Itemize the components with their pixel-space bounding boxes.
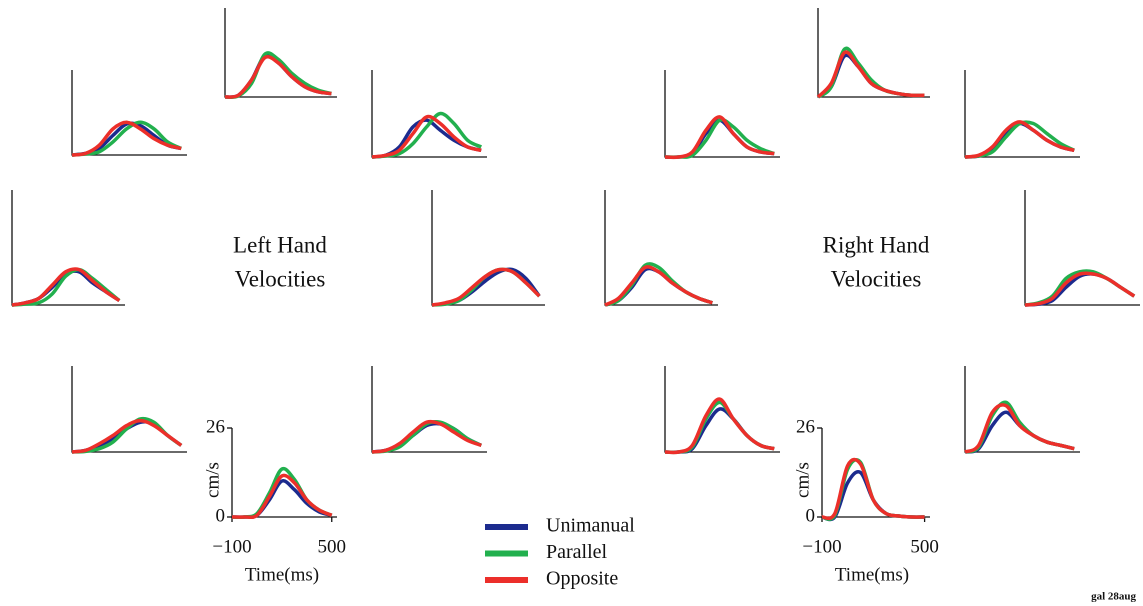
footer: gal 28aug	[1091, 591, 1136, 603]
annotation: Velocities	[235, 266, 326, 291]
velocity-line	[664, 397, 775, 455]
velocity-line	[71, 418, 183, 454]
velocity-line	[816, 50, 925, 99]
x-tick-label: 500	[318, 536, 347, 557]
annotation: Left Hand	[233, 232, 327, 257]
velocity-line	[11, 267, 121, 307]
y-axis-label: cm/s	[202, 462, 223, 498]
velocity-line	[231, 473, 333, 520]
y-axis-label: cm/s	[792, 462, 813, 498]
legend-label: Unimanual	[546, 515, 635, 537]
x-tick-label: 500	[910, 536, 939, 557]
y-tick-label: 0	[806, 505, 816, 526]
velocity-line	[71, 120, 183, 157]
velocity-line	[371, 114, 482, 159]
annotation: Velocities	[831, 266, 922, 291]
x-axis-label: Time(ms)	[835, 564, 909, 585]
velocity-line	[371, 419, 482, 454]
velocity-line	[224, 55, 332, 99]
axes	[431, 190, 545, 306]
velocity-line	[604, 265, 713, 307]
velocity-line	[71, 120, 182, 157]
axes	[231, 428, 337, 518]
axes	[224, 8, 337, 98]
axes	[664, 70, 780, 158]
x-axis-label: Time(ms)	[245, 564, 319, 585]
axes	[11, 190, 125, 306]
velocity-line	[11, 267, 121, 307]
x-tick-label: −100	[212, 536, 251, 557]
legend-label: Parallel	[546, 541, 608, 563]
velocity-line	[1024, 271, 1136, 307]
velocity-line	[821, 457, 925, 521]
axes	[371, 70, 487, 158]
axes	[604, 190, 718, 306]
velocity-line	[964, 120, 1075, 159]
velocity-line	[964, 403, 1075, 454]
velocity-line	[431, 267, 541, 307]
y-tick-label: 26	[206, 416, 225, 437]
y-tick-label: 26	[796, 416, 815, 437]
legend-label: Opposite	[546, 568, 618, 590]
x-tick-label: −100	[802, 536, 841, 557]
velocity-line	[664, 115, 775, 160]
velocity-line	[231, 479, 333, 519]
annotation: Right Hand	[823, 232, 930, 257]
y-tick-label: 0	[216, 505, 226, 526]
velocity-line	[964, 120, 1076, 159]
